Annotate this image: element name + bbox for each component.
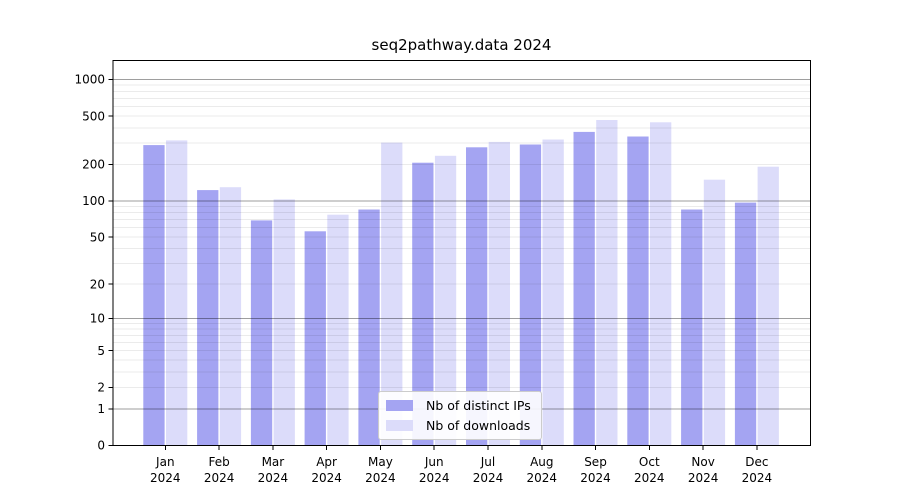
y-tick-label: 50 (90, 230, 105, 244)
bar-apr-downloads (327, 214, 349, 446)
bar-dec-distinct-ips (734, 202, 757, 446)
bar-oct-distinct-ips (627, 136, 649, 446)
bar-jan-distinct-ips (143, 145, 165, 446)
downloads-swatch-icon (386, 419, 413, 431)
bar-mar-distinct-ips (250, 220, 273, 446)
bar-jun-downloads (434, 155, 457, 446)
bar-feb-distinct-ips (197, 190, 219, 446)
y-tick-label: 200 (82, 158, 105, 172)
y-tick-label: 1 (97, 402, 105, 416)
y-tick-label: 500 (82, 109, 105, 123)
bar-mar-downloads (273, 199, 295, 446)
y-tick-label: 20 (90, 277, 105, 291)
y-tick-label: 5 (97, 344, 105, 358)
x-tick-label-may: May 2024 (365, 455, 396, 485)
bar-feb-downloads (219, 187, 242, 446)
plot-frame (112, 60, 811, 446)
bar-jan-downloads (166, 140, 188, 446)
legend-item-distinct-ips: Nb of distinct IPs (386, 397, 534, 413)
bar-sep-downloads (596, 120, 618, 446)
bar-oct-downloads (650, 122, 672, 446)
bar-aug-downloads (542, 139, 564, 446)
bar-jun-distinct-ips (412, 162, 434, 446)
bar-may-distinct-ips (358, 209, 380, 446)
chart-legend: Nb of distinct IPs Nb of downloads (378, 391, 542, 440)
y-tick-label: 1000 (74, 73, 105, 87)
bar-jul-downloads (488, 141, 510, 446)
y-tick-label: 100 (82, 194, 105, 208)
bar-aug-distinct-ips (519, 144, 542, 446)
bar-jul-distinct-ips (466, 147, 488, 446)
x-tick-label-oct: Oct 2024 (634, 455, 665, 485)
x-tick-label-jan: Jan 2024 (150, 455, 181, 485)
bar-may-downloads (381, 142, 403, 446)
x-tick-label-sep: Sep 2024 (580, 455, 611, 485)
x-tick-label-nov: Nov 2024 (688, 455, 719, 485)
x-tick-label-mar: Mar 2024 (258, 455, 289, 485)
x-tick-label-aug: Aug 2024 (527, 455, 558, 485)
y-tick-label: 0 (97, 439, 105, 453)
legend-label-distinct-ips: Nb of distinct IPs (426, 397, 531, 413)
distinct-ips-swatch-icon (386, 399, 413, 411)
chart-title: seq2pathway.data 2024 (371, 36, 552, 54)
bar-dec-downloads (757, 166, 779, 446)
bar-sep-distinct-ips (573, 131, 595, 446)
x-tick-label-jun: Jun 2024 (419, 455, 450, 485)
x-tick-label-feb: Feb 2024 (204, 455, 235, 485)
x-tick-label-jul: Jul 2024 (473, 455, 504, 485)
bar-nov-distinct-ips (681, 209, 703, 446)
legend-item-downloads: Nb of downloads (386, 417, 534, 433)
bar-apr-distinct-ips (304, 231, 326, 446)
y-tick-label: 10 (90, 312, 105, 326)
bar-nov-downloads (703, 179, 726, 446)
x-tick-label-dec: Dec 2024 (742, 455, 773, 485)
y-tick-label: 2 (97, 381, 105, 395)
x-tick-label-apr: Apr 2024 (311, 455, 342, 485)
legend-label-downloads: Nb of downloads (426, 417, 531, 433)
